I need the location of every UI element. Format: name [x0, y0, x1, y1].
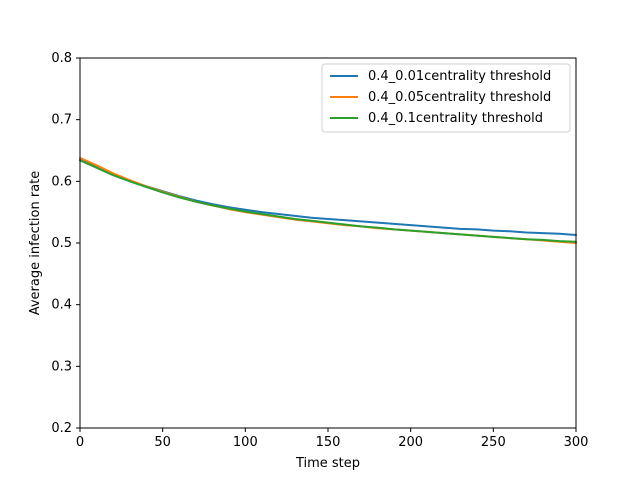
x-tick-label: 0 [76, 435, 84, 450]
x-tick-label: 300 [564, 435, 589, 450]
y-tick-label: 0.5 [51, 236, 72, 251]
y-axis: 0.2 0.3 0.4 0.5 0.6 0.7 0.8 [51, 51, 80, 436]
x-tick-label: 250 [481, 435, 506, 450]
legend-label-series-2: 0.4_0.05centrality threshold [368, 90, 551, 105]
y-tick-label: 0.3 [51, 359, 72, 374]
y-tick-label: 0.7 [51, 113, 72, 128]
x-axis: 0 50 100 150 200 250 300 [76, 428, 589, 450]
legend-label-series-1: 0.4_0.01centrality threshold [368, 69, 551, 84]
legend-box [321, 63, 571, 133]
y-axis-label: Average infection rate [28, 171, 43, 316]
series-layer [79, 156, 577, 244]
x-tick-label: 150 [316, 435, 341, 450]
x-tick-label: 200 [398, 435, 423, 450]
y-tick-label: 0.8 [51, 51, 72, 66]
legend-label-series-3: 0.4_0.1centrality threshold [368, 111, 543, 126]
series-line-3 [79, 159, 577, 243]
x-tick-label: 100 [233, 435, 258, 450]
x-axis-label: Time step [295, 456, 360, 471]
y-tick-label: 0.6 [51, 174, 72, 189]
x-tick-label: 50 [154, 435, 171, 450]
y-tick-label: 0.4 [51, 298, 72, 313]
legend: 0.4_0.01centrality threshold 0.4_0.05cen… [321, 63, 571, 133]
y-tick-label: 0.2 [51, 421, 72, 436]
